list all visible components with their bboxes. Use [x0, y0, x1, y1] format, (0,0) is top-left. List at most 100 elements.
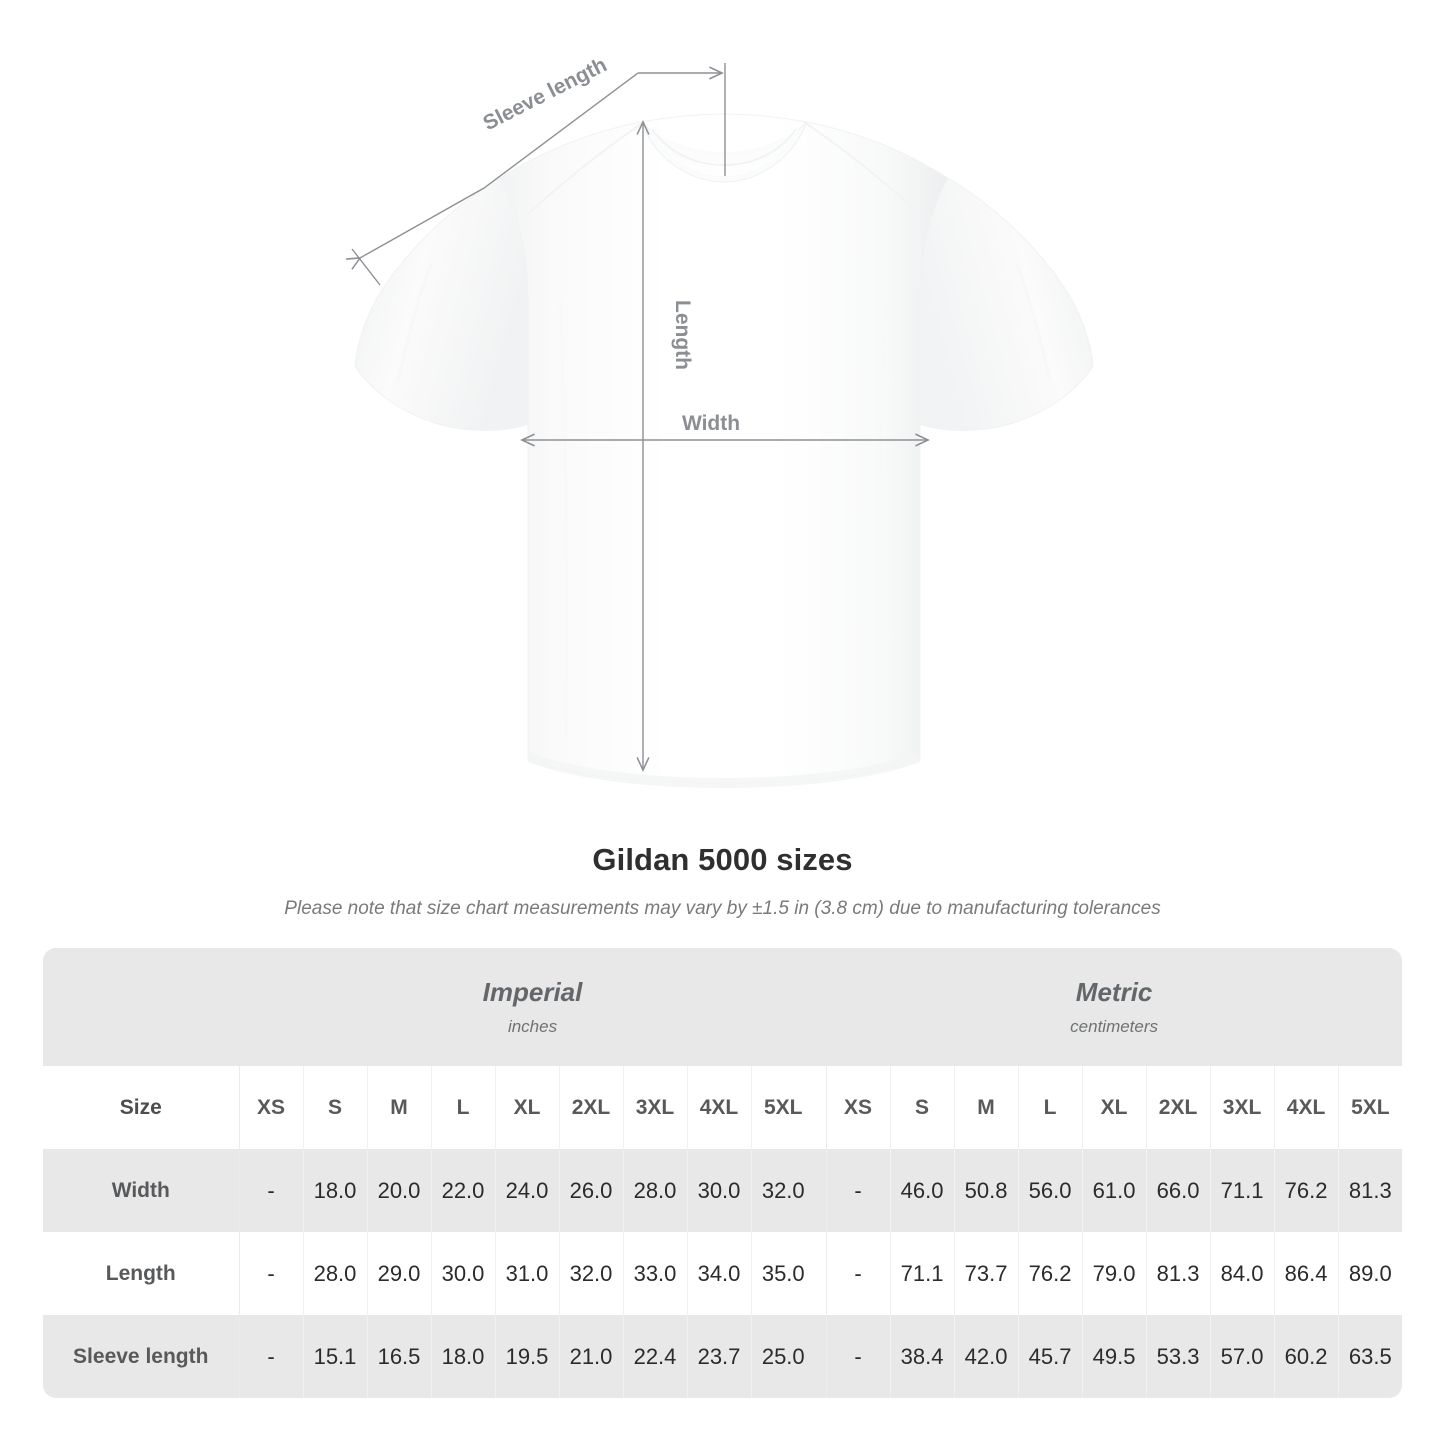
sleeve-length-diagonal: [346, 72, 639, 270]
cell-length-imperial-L: 30.0: [430, 1232, 495, 1315]
tshirt-illustration: Sleeve length Length Width: [346, 53, 1094, 788]
cell-sleeve-length-imperial-5XL: 25.0: [750, 1315, 815, 1398]
left-sleeve: [354, 177, 529, 431]
sleeve-length-cuff-tick: [351, 248, 381, 286]
sleeve-length-label: Sleeve length: [480, 53, 611, 135]
cell-length-metric-XS: -: [825, 1232, 891, 1315]
cell-length-imperial-S: 28.0: [302, 1232, 367, 1315]
cell-width-metric-XS: -: [825, 1149, 891, 1232]
cell-sleeve-length-imperial-XS: -: [238, 1315, 303, 1398]
cell-sleeve-length-imperial-S: 15.1: [302, 1315, 367, 1398]
collar-opening: [648, 126, 800, 176]
unit-name: Metric: [1075, 977, 1153, 1007]
size-header-metric-M: M: [953, 1066, 1019, 1149]
cell-length-imperial-3XL: 33.0: [622, 1232, 687, 1315]
cell-length-metric-M: 73.7: [953, 1232, 1019, 1315]
tolerance-note: Please note that size chart measurements…: [284, 898, 1161, 919]
sleeve-fold-right: [1015, 261, 1051, 383]
cell-width-imperial-5XL: 32.0: [750, 1149, 815, 1232]
fabric-fold-right: [878, 299, 887, 741]
unit-subtitle: inches: [507, 1017, 558, 1036]
collar-inner-line: [651, 128, 797, 166]
cell-width-imperial-L: 22.0: [430, 1149, 495, 1232]
cell-sleeve-length-imperial-4XL: 23.7: [686, 1315, 751, 1398]
size-header-metric-XL: XL: [1081, 1066, 1147, 1149]
cell-length-metric-S: 71.1: [889, 1232, 955, 1315]
cell-length-metric-5XL: 89.0: [1337, 1232, 1403, 1315]
size-header-row: Size XS S M L XL 2XL 3XL 4XL 5XL XS S M L XL 2XL 3XL 4XL 5…: [43, 1066, 1403, 1149]
size-header-imperial-3XL: 3XL: [622, 1066, 687, 1149]
unit-gap-cell: [815, 1149, 827, 1232]
cell-width-metric-2XL: 66.0: [1145, 1149, 1211, 1232]
cell-width-metric-5XL: 81.3: [1337, 1149, 1403, 1232]
tshirt-diagram: Sleeve length Length Width: [346, 53, 1094, 788]
cell-width-imperial-3XL: 28.0: [622, 1149, 687, 1232]
cell-sleeve-length-metric-XS: -: [825, 1315, 891, 1398]
cell-length-metric-4XL: 86.4: [1273, 1232, 1339, 1315]
size-header-imperial-2XL: 2XL: [558, 1066, 623, 1149]
row-label-width: Width: [43, 1149, 239, 1232]
cell-sleeve-length-metric-M: 42.0: [953, 1315, 1019, 1398]
size-header-imperial-XS: XS: [238, 1066, 303, 1149]
table-row: Width -18.0 20.0 22.0 24.0 26.0 28.0 30.0 32.0-4…: [43, 1149, 1403, 1232]
row-label-sleeve-length: Sleeve length: [43, 1315, 239, 1398]
unit-name: Imperial: [482, 977, 583, 1007]
shirt-hem: [528, 752, 920, 788]
size-header-metric-4XL: 4XL: [1273, 1066, 1339, 1149]
table-row: Sleeve length -15.1 16.5 18.0 19.5 21.0 22.4 23…: [43, 1315, 1403, 1398]
cell-sleeve-length-metric-4XL: 60.2: [1273, 1315, 1339, 1398]
page-title: Gildan 5000 sizes: [592, 842, 853, 877]
unit-header-metric: Metric centimeters: [826, 948, 1403, 1066]
cell-width-imperial-XS: -: [238, 1149, 303, 1232]
cell-length-metric-3XL: 84.0: [1209, 1232, 1275, 1315]
sleeve-fold-left: [397, 261, 433, 383]
cell-width-metric-M: 50.8: [953, 1149, 1019, 1232]
cell-width-imperial-M: 20.0: [366, 1149, 431, 1232]
right-sleeve: [919, 177, 1094, 431]
size-header-imperial-M: M: [366, 1066, 431, 1149]
cell-sleeve-length-imperial-M: 16.5: [366, 1315, 431, 1398]
table-row: Length -28.0 29.0 30.0 31.0 32.0 33.0 34.0 35.0-…: [43, 1232, 1403, 1315]
size-header-metric-5XL: 5XL: [1337, 1066, 1403, 1149]
width-label: Width: [682, 412, 740, 435]
size-header-imperial-5XL: 5XL: [750, 1066, 815, 1149]
size-header-metric-3XL: 3XL: [1209, 1066, 1275, 1149]
cell-sleeve-length-metric-3XL: 57.0: [1209, 1315, 1275, 1398]
cell-sleeve-length-imperial-L: 18.0: [430, 1315, 495, 1398]
cell-length-imperial-2XL: 32.0: [558, 1232, 623, 1315]
size-header-imperial-4XL: 4XL: [686, 1066, 751, 1149]
length-label: Length: [671, 300, 694, 370]
cell-sleeve-length-imperial-2XL: 21.0: [558, 1315, 623, 1398]
measurement-annotations: Sleeve length Length Width: [346, 53, 930, 772]
size-column-header: Size: [43, 1066, 239, 1149]
right-shoulder-seam: [803, 121, 921, 215]
cell-length-imperial-M: 29.0: [366, 1232, 431, 1315]
chart-heading-block: Gildan 5000 sizes Please note that size …: [0, 840, 1445, 922]
cell-width-imperial-XL: 24.0: [494, 1149, 559, 1232]
size-header-metric-2XL: 2XL: [1145, 1066, 1211, 1149]
cell-width-imperial-4XL: 30.0: [686, 1149, 751, 1232]
unit-header-row: Imperial inches Metric centimeters: [43, 948, 1403, 1066]
unit-gap-cell: [815, 1315, 827, 1398]
size-header-metric-S: S: [889, 1066, 955, 1149]
cell-length-imperial-4XL: 34.0: [686, 1232, 751, 1315]
tshirt-garment: [354, 113, 1094, 788]
size-header-imperial-XL: XL: [494, 1066, 559, 1149]
unit-gap-cell: [815, 1066, 827, 1149]
cell-length-imperial-XS: -: [238, 1232, 303, 1315]
cell-length-metric-XL: 79.0: [1081, 1232, 1147, 1315]
size-header-imperial-L: L: [430, 1066, 495, 1149]
row-label-length: Length: [43, 1232, 239, 1315]
cell-sleeve-length-metric-XL: 49.5: [1081, 1315, 1147, 1398]
cell-length-imperial-5XL: 35.0: [750, 1232, 815, 1315]
cell-length-imperial-XL: 31.0: [494, 1232, 559, 1315]
size-header-metric-L: L: [1017, 1066, 1083, 1149]
unit-subtitle: centimeters: [1070, 1017, 1159, 1036]
fabric-fold-left: [559, 299, 568, 741]
cell-width-metric-S: 46.0: [889, 1149, 955, 1232]
cell-width-metric-XL: 61.0: [1081, 1149, 1147, 1232]
size-chart-table: Imperial inches Metric centimeters Size XS S M L…: [43, 948, 1403, 1398]
unit-header-imperial: Imperial inches: [239, 948, 827, 1066]
cell-width-metric-L: 56.0: [1017, 1149, 1083, 1232]
cell-sleeve-length-imperial-3XL: 22.4: [622, 1315, 687, 1398]
